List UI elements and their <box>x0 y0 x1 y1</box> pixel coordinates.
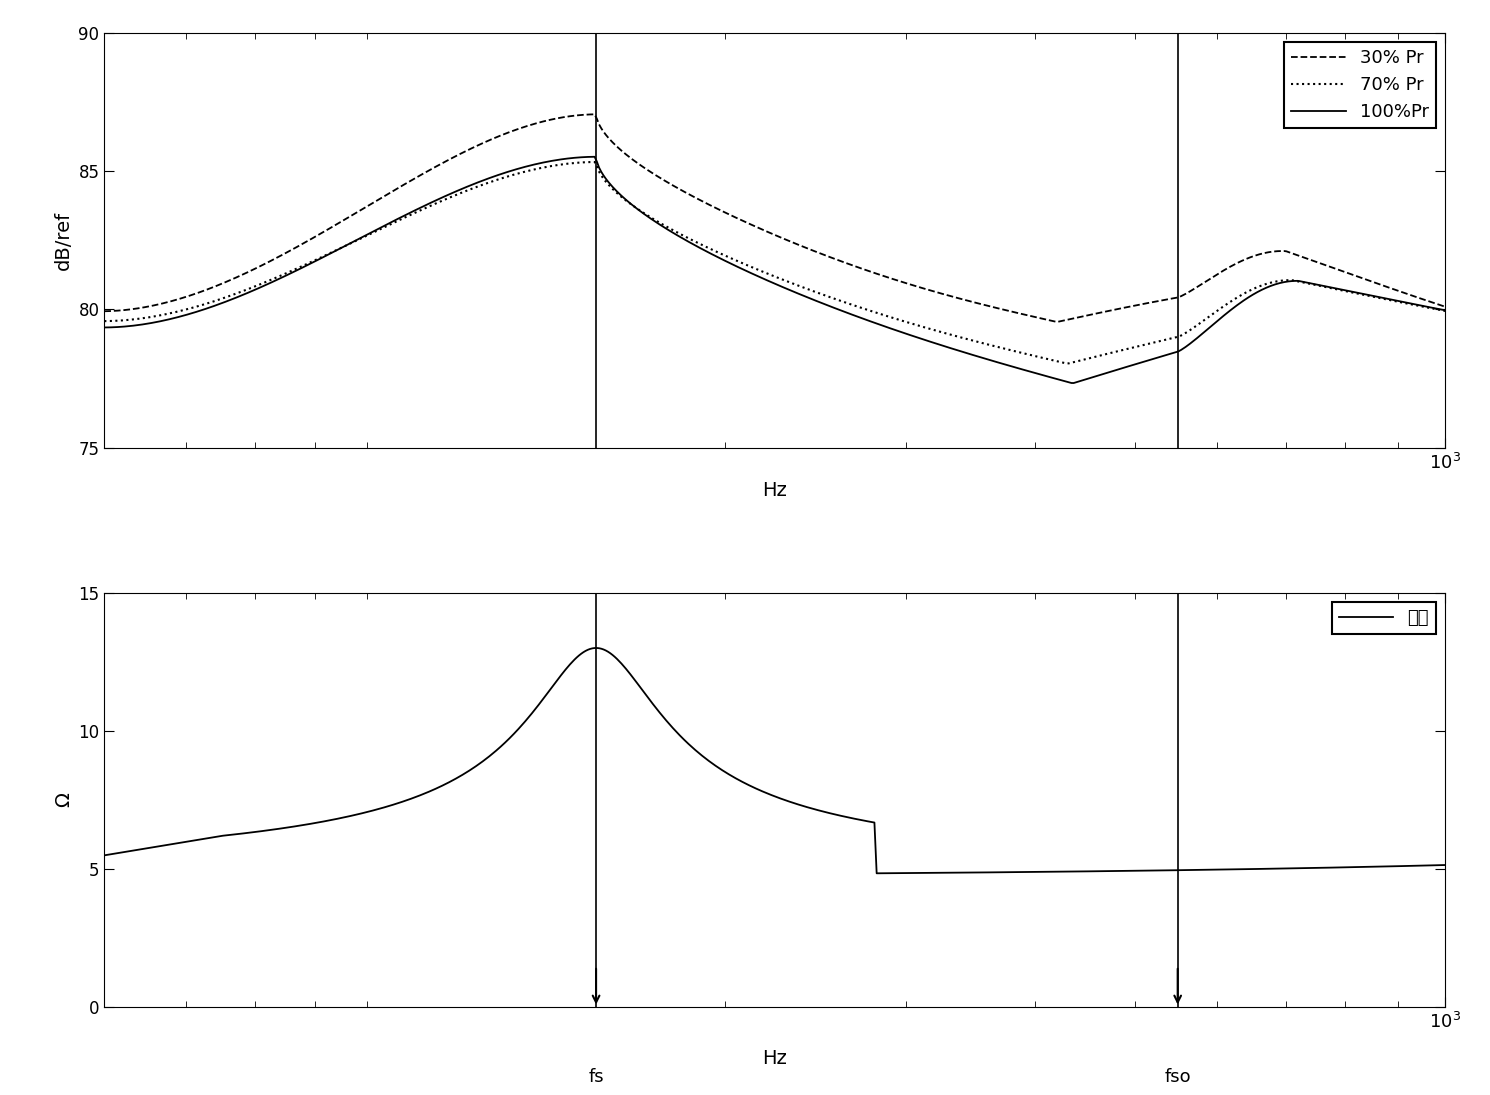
70% Pr <box>440 192 457 205</box>
30% Pr <box>95 304 113 318</box>
100%Pr <box>888 324 906 337</box>
30% Pr <box>586 107 603 120</box>
70% Pr <box>705 244 723 257</box>
30% Pr <box>994 302 1012 315</box>
30% Pr <box>1436 300 1454 313</box>
100%Pr <box>440 188 457 201</box>
Text: fs: fs <box>589 1069 603 1086</box>
100%Pr <box>586 150 603 163</box>
100%Pr <box>332 241 350 254</box>
30% Pr <box>1110 302 1128 315</box>
阻抗 <box>95 849 113 862</box>
Line: 100%Pr: 100%Pr <box>104 157 1445 383</box>
70% Pr <box>586 155 603 169</box>
Line: 阻抗: 阻抗 <box>104 648 1445 874</box>
Y-axis label: dB/ref: dB/ref <box>54 210 73 269</box>
70% Pr <box>994 342 1012 355</box>
Legend: 30% Pr, 70% Pr, 100%Pr: 30% Pr, 70% Pr, 100%Pr <box>1284 42 1436 128</box>
30% Pr <box>440 153 457 166</box>
70% Pr <box>1058 357 1076 370</box>
阻抗 <box>332 811 350 825</box>
100%Pr <box>994 357 1012 370</box>
阻抗 <box>1436 858 1454 872</box>
Y-axis label: Ω: Ω <box>54 793 73 807</box>
阻抗 <box>440 775 457 788</box>
阻抗 <box>867 867 885 880</box>
30% Pr <box>1049 315 1067 328</box>
100%Pr <box>1436 303 1454 316</box>
30% Pr <box>332 215 350 228</box>
70% Pr <box>1436 304 1454 318</box>
X-axis label: Hz: Hz <box>763 1049 787 1068</box>
X-axis label: Hz: Hz <box>763 481 787 499</box>
30% Pr <box>705 200 723 214</box>
100%Pr <box>95 321 113 334</box>
阻抗 <box>1110 864 1128 877</box>
100%Pr <box>1065 377 1083 390</box>
阻抗 <box>589 642 606 655</box>
阻抗 <box>705 758 723 771</box>
70% Pr <box>1110 345 1128 358</box>
Text: fso: fso <box>1164 1069 1191 1086</box>
阻抗 <box>995 866 1013 879</box>
Line: 30% Pr: 30% Pr <box>104 114 1445 322</box>
100%Pr <box>1110 362 1128 376</box>
70% Pr <box>95 314 113 327</box>
阻抗 <box>890 866 907 879</box>
100%Pr <box>705 249 723 262</box>
70% Pr <box>332 241 350 254</box>
Line: 70% Pr: 70% Pr <box>104 162 1445 364</box>
70% Pr <box>888 312 906 325</box>
Legend: 阻抗: 阻抗 <box>1332 602 1436 634</box>
30% Pr <box>888 274 906 287</box>
